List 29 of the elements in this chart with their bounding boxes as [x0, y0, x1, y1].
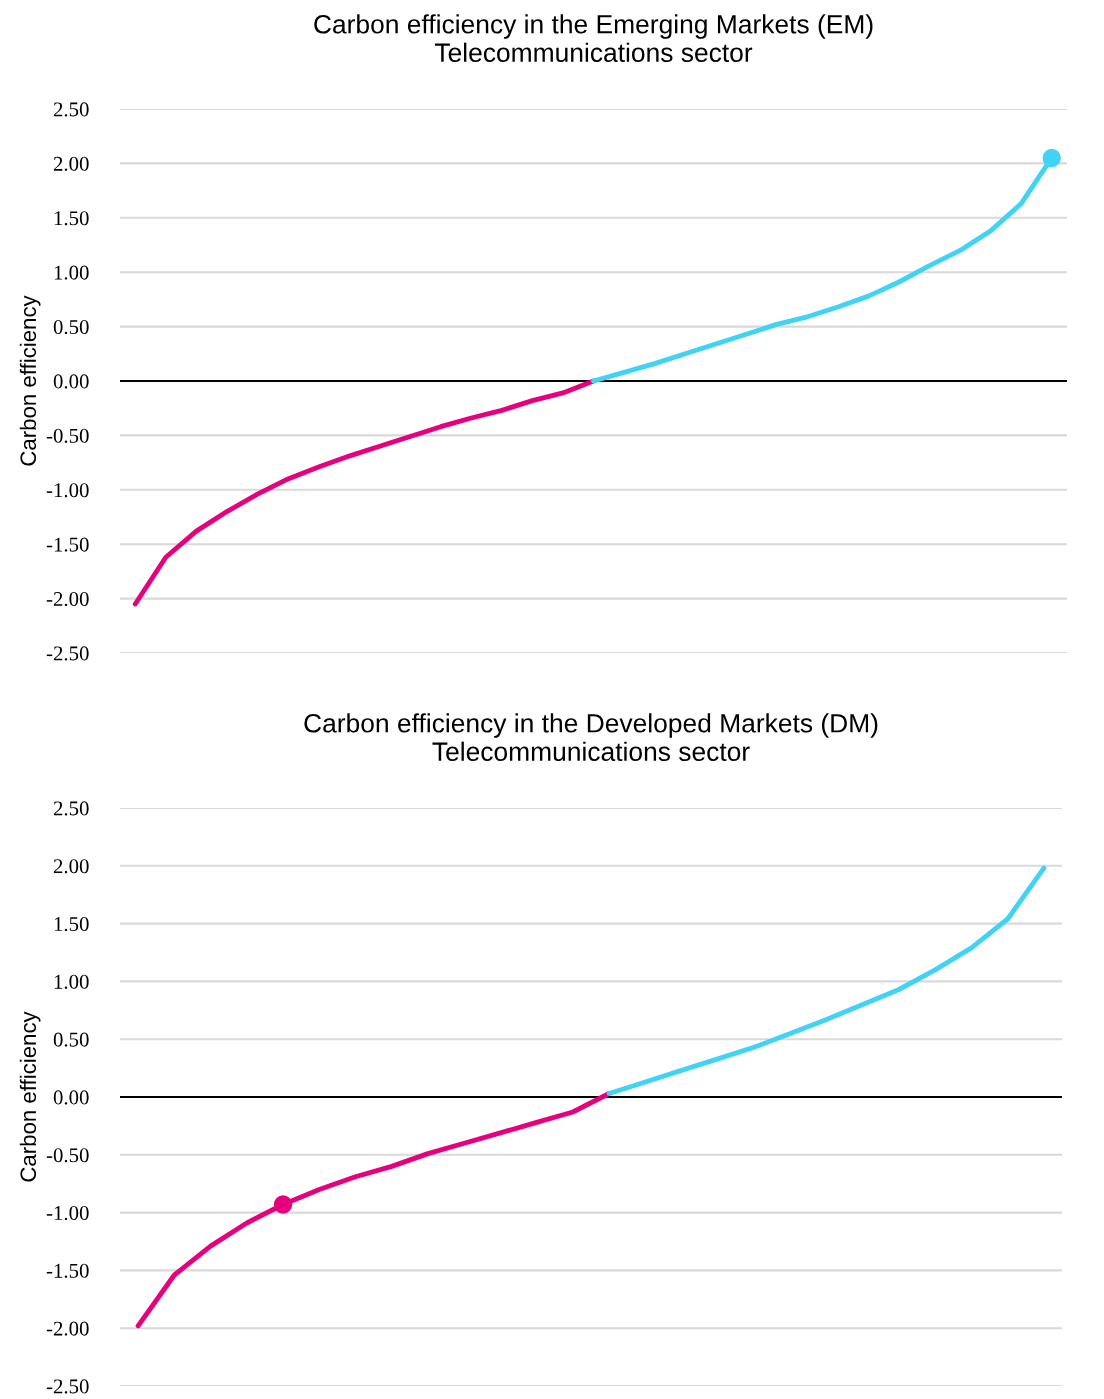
- y-tick-label: -2.00: [46, 1321, 89, 1336]
- line-series: [135, 1091, 612, 1329]
- y-tick-label: 0.00: [53, 1090, 89, 1105]
- y-tick-label: -0.50: [46, 1148, 89, 1163]
- chart-title: Carbon efficiency in the Emerging Markets (EM) Telecommunications sector: [314, 14, 873, 63]
- y-tick-label: 1.50: [54, 211, 89, 226]
- y-tick-label: 1.00: [54, 974, 89, 989]
- y-tick-label: 0.00: [53, 374, 89, 389]
- y-axis-title: Carbon efficiency: [19, 1011, 41, 1182]
- y-tick-label: -1.50: [46, 1263, 89, 1278]
- y-tick-label: 2.00: [53, 859, 89, 874]
- line-series: [606, 865, 1047, 1096]
- chart-title: Carbon efficiency in the Developed Markets (DM) Telecommunications sector: [304, 713, 878, 762]
- y-tick-label: 2.00: [53, 156, 89, 171]
- y-tick-label: -1.00: [46, 483, 89, 498]
- y-tick-label: -0.50: [46, 428, 89, 443]
- y-tick-label: 2.50: [53, 801, 89, 816]
- y-tick-label: -1.50: [46, 537, 89, 552]
- y-tick-label: 1.00: [54, 265, 89, 280]
- y-tick-label: 0.50: [53, 319, 89, 335]
- y-tick-label: -2.00: [46, 591, 89, 607]
- y-tick-label: 0.50: [53, 1032, 89, 1047]
- y-tick-label: -2.50: [46, 1379, 89, 1394]
- y-tick-label: 2.50: [53, 102, 89, 117]
- y-tick-label: -2.50: [46, 646, 89, 661]
- line-series: [132, 378, 596, 607]
- y-axis-title: Carbon efficiency: [19, 295, 41, 466]
- y-tick-label: -1.00: [46, 1205, 89, 1221]
- y-tick-label: 1.50: [54, 916, 89, 932]
